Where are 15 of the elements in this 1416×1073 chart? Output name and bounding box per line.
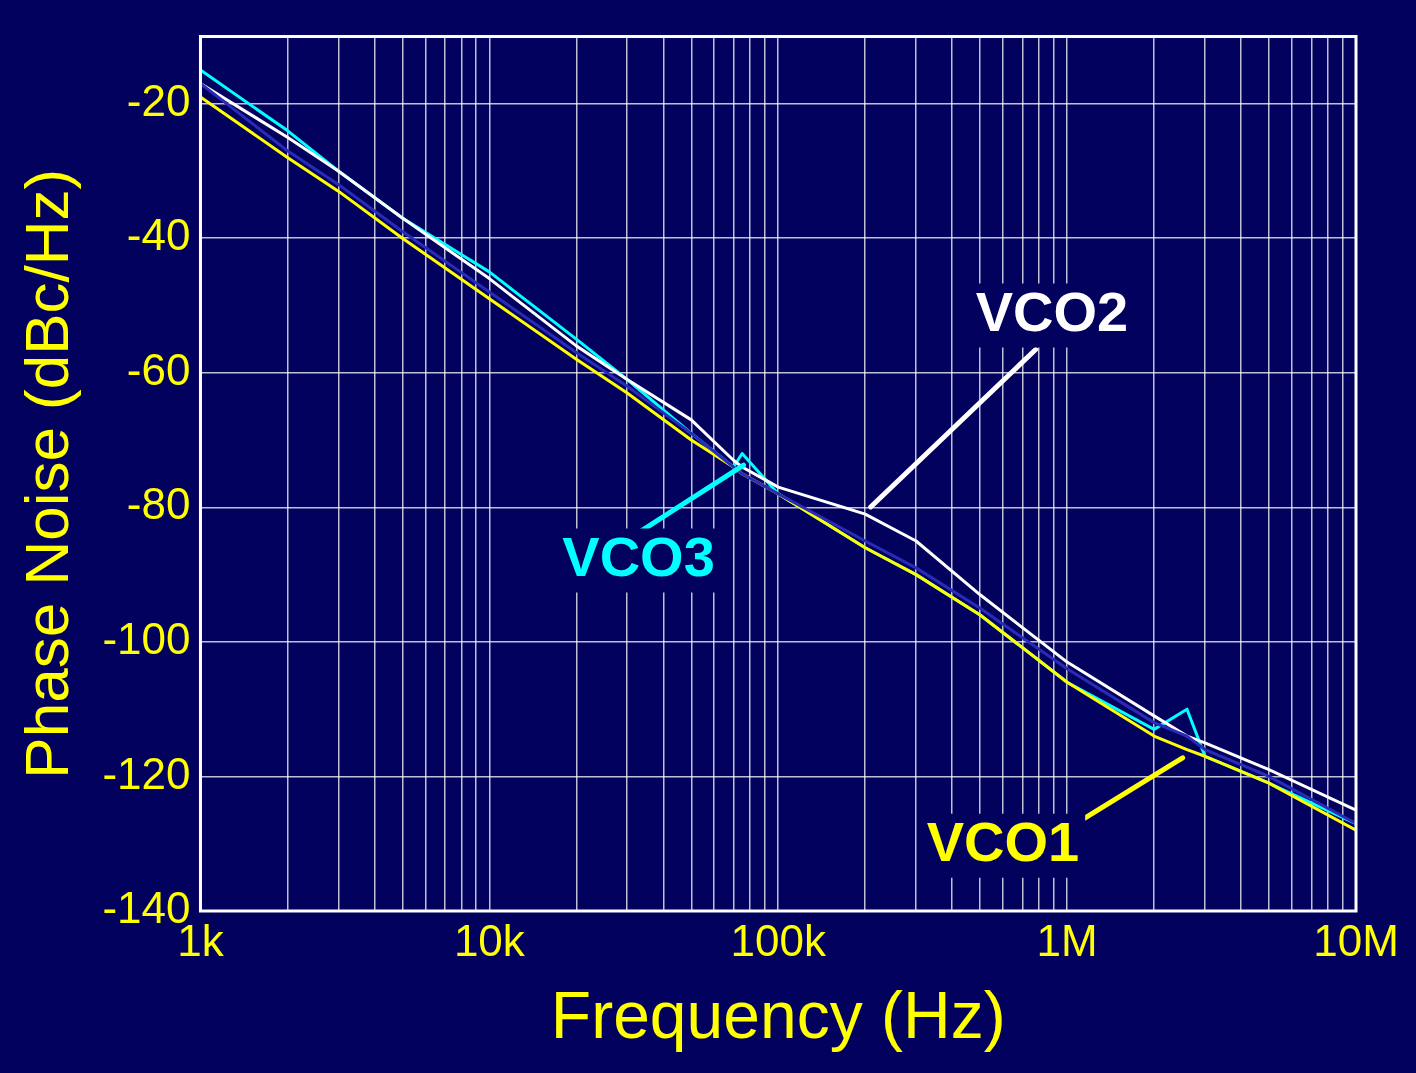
text: VCO2 bbox=[975, 279, 1129, 343]
x-tick-label: 10M bbox=[1313, 915, 1399, 965]
y-axis-title: Phase Noise (dBc/Hz) bbox=[12, 168, 82, 779]
y-tick-label: -60 bbox=[126, 344, 191, 394]
y-tick-label: -40 bbox=[126, 210, 191, 260]
x-tick-label: 10k bbox=[453, 915, 526, 965]
x-axis-title: Frequency (Hz) bbox=[550, 977, 1006, 1052]
legend-label: VCO1 bbox=[926, 810, 1080, 874]
y-tick-label: -80 bbox=[126, 479, 191, 529]
x-tick-label: 1M bbox=[1036, 915, 1098, 965]
y-tick-label: -120 bbox=[102, 748, 191, 798]
y-tick-label: -20 bbox=[126, 75, 191, 125]
x-tick-label: 100k bbox=[730, 915, 827, 965]
legend-label: VCO3 bbox=[562, 525, 715, 589]
y-tick-label: -100 bbox=[102, 614, 191, 664]
